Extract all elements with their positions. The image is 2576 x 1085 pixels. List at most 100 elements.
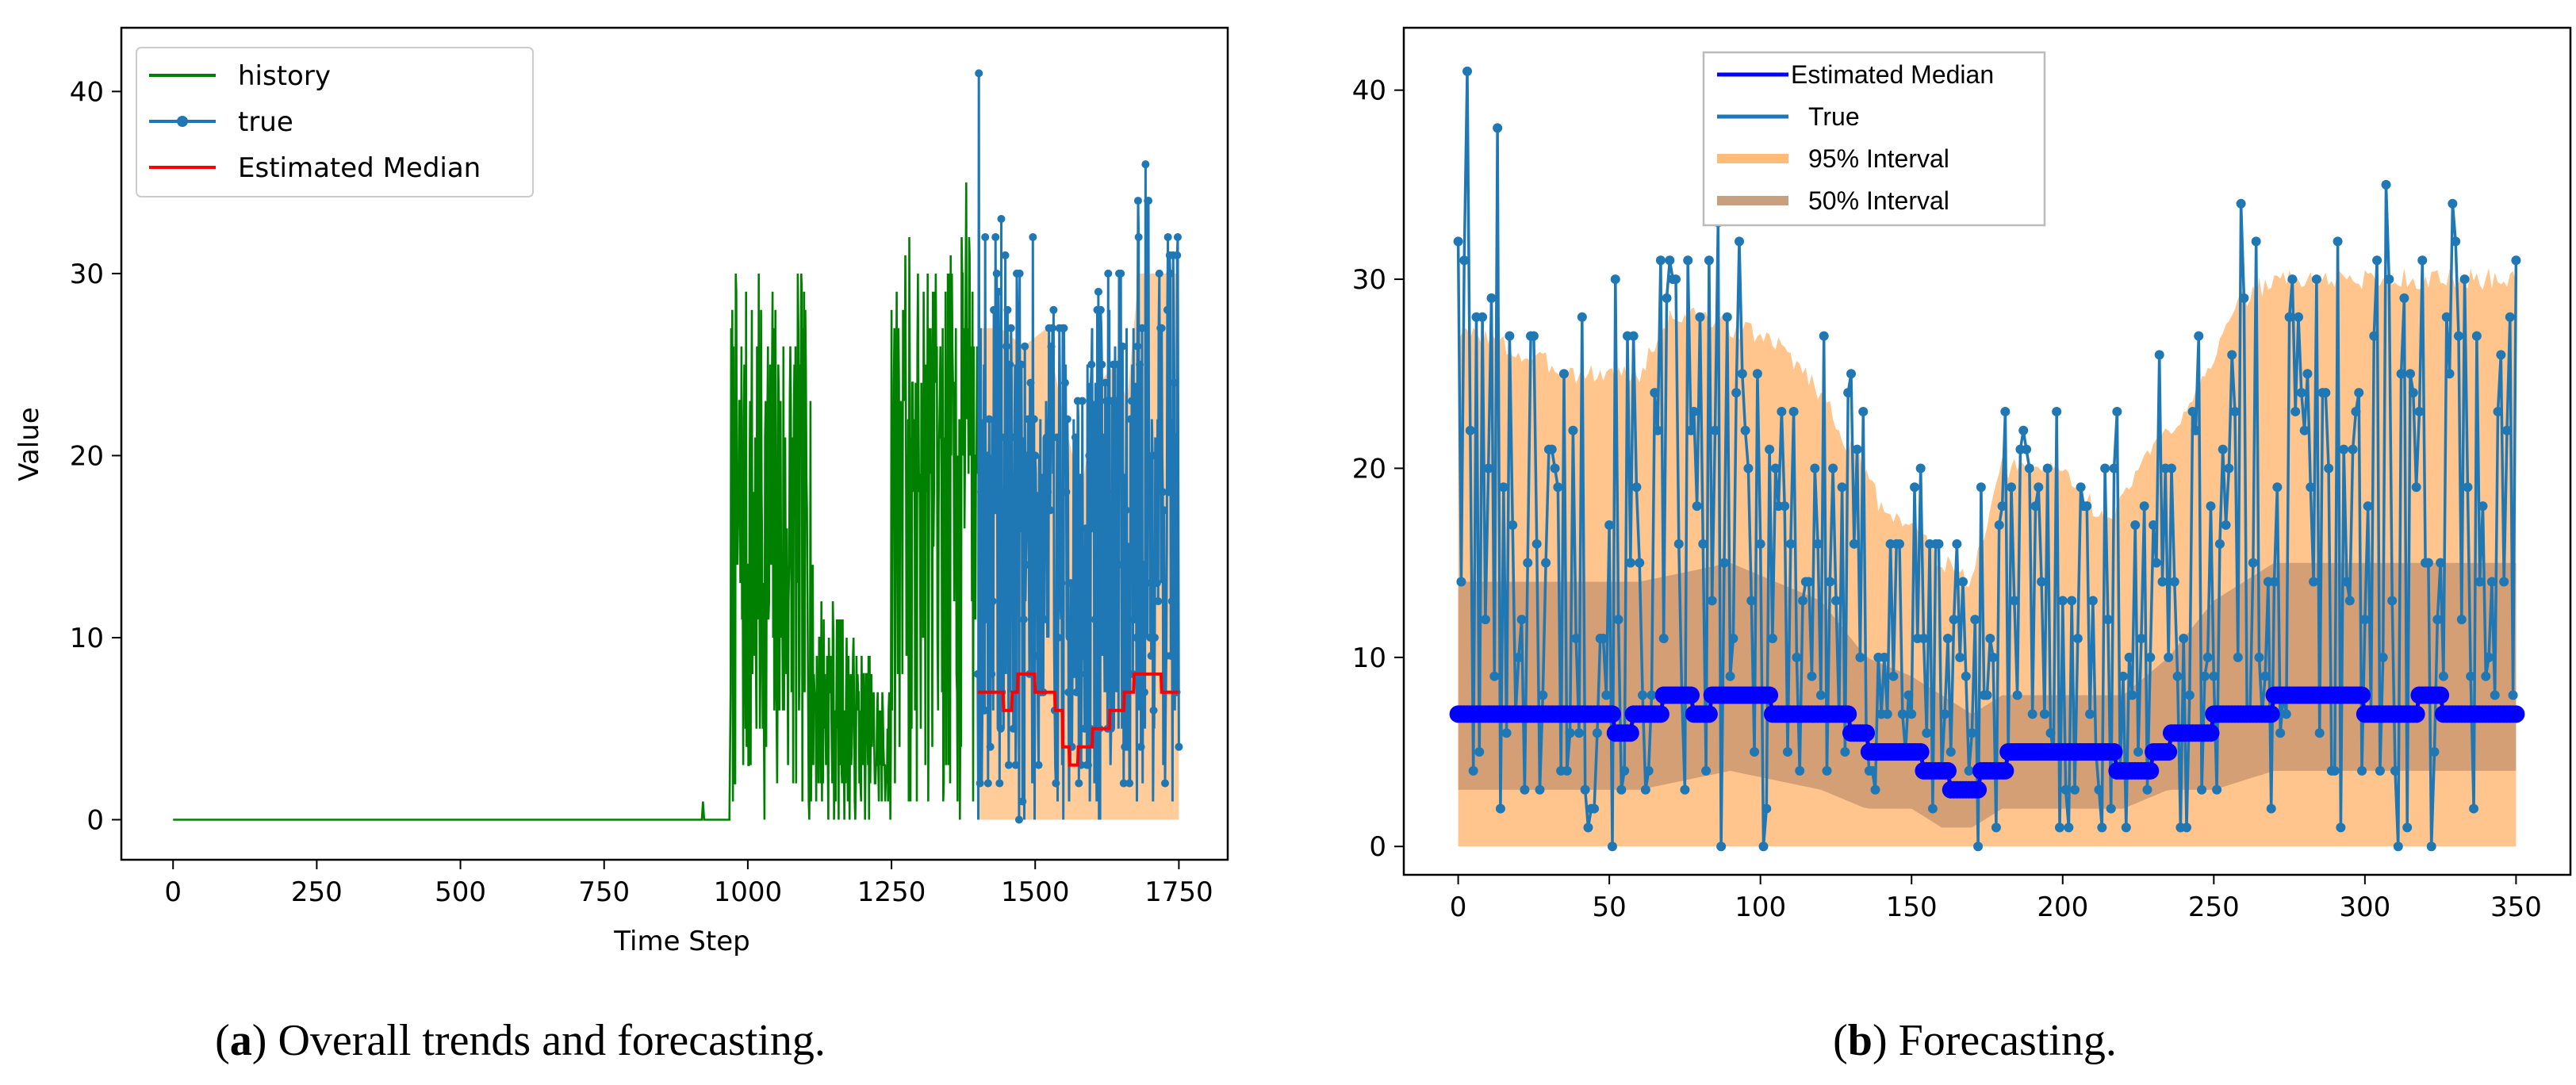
panel-b-true-point — [1613, 615, 1623, 625]
panel-b-true-point — [1583, 822, 1593, 833]
panel-a-true-point — [1063, 415, 1071, 424]
panel-b-true-point — [1780, 501, 1790, 512]
panel-b-true-point — [2260, 671, 2271, 681]
panel-a-true-point — [1132, 633, 1140, 642]
panel-b-true-point — [1897, 709, 1907, 719]
panel-b-true-point — [2490, 690, 2500, 700]
panel-b-true-point — [1710, 425, 1720, 435]
panel-b-true-point — [1616, 784, 1627, 795]
panel-a-true-point — [1136, 360, 1144, 369]
panel-a-true-point — [1140, 688, 1148, 696]
panel-b-true-point — [2082, 501, 2092, 512]
panel-b-true-point — [2463, 482, 2473, 493]
panel-b-true-point — [1867, 765, 1877, 776]
panel-b-true-point — [1547, 444, 1557, 454]
panel-b-true-point — [1746, 596, 1757, 606]
panel-a-true-point — [1052, 433, 1061, 442]
panel-a-legend-label: true — [238, 106, 293, 138]
panel-a-true-point — [1008, 542, 1017, 551]
panel-a-true-point — [1056, 597, 1065, 606]
panel-a-true-point — [1125, 779, 1134, 788]
panel-a-true-point — [1072, 688, 1081, 696]
panel-b-true-point — [2142, 784, 2152, 795]
panel-b-true-point — [2348, 444, 2358, 454]
panel-a-true-point — [1087, 360, 1096, 369]
panel-b-true-point — [2429, 747, 2440, 757]
panel-a-xtick-label: 1750 — [1144, 876, 1213, 908]
panel-b-true-point — [1967, 728, 1977, 738]
panel-b-true-point — [1740, 425, 1750, 435]
panel-b-true-point — [1903, 690, 1914, 700]
panel-a-true-point — [987, 669, 996, 678]
panel-b-true-point — [1520, 784, 1530, 795]
panel-b-true-point — [1607, 842, 1617, 852]
panel-a-true-point — [995, 779, 1004, 788]
panel-b-ytick-label: 40 — [1352, 75, 1386, 107]
panel-b-true-point — [2064, 822, 2074, 833]
panel-b-xtick-label: 50 — [1593, 891, 1627, 923]
panel-b-true-point — [2414, 406, 2425, 416]
panel-b-true-point — [2269, 577, 2279, 587]
panel-b-true-point — [1574, 728, 1585, 738]
panel-b-true-point — [2224, 463, 2234, 473]
panel-b-true-point — [2375, 765, 2385, 776]
panel-a-xtick-label: 250 — [291, 876, 343, 908]
panel-b-true-point — [2239, 293, 2249, 303]
caption-a: (a) Overall trends and forecasting. — [215, 1016, 826, 1065]
panel-a-true-point — [1070, 669, 1079, 678]
panel-b-true-point — [1601, 690, 1612, 700]
panel-a-true-point — [1071, 433, 1079, 442]
panel-b-true-point — [2438, 671, 2448, 681]
panel-b-median-point — [2507, 705, 2525, 723]
panel-b-true-point — [1828, 463, 1838, 473]
panel-b-median-point — [1911, 743, 1930, 761]
panel-a-true-point — [1006, 324, 1015, 332]
panel-b-true-point — [1673, 539, 1684, 549]
panel-a-true-point — [990, 305, 999, 314]
panel-b-true-point — [1640, 784, 1650, 795]
panel-b-true-point — [2034, 482, 2044, 493]
panel-a-legend-marker — [177, 116, 188, 127]
panel-b-true-point — [2339, 444, 2349, 454]
panel-b-true-point — [2179, 634, 2189, 644]
panel-b-true-point — [2405, 369, 2416, 379]
panel-b-legend-label: Estimated Median — [1791, 60, 1994, 89]
panel-b-true-point — [1568, 425, 1578, 435]
panel-b-median-point — [2432, 686, 2450, 704]
panel-a-true-point — [1078, 397, 1087, 405]
panel-b-true-point — [2456, 615, 2467, 625]
panel-b-xtick-label: 0 — [1450, 891, 1467, 923]
panel-a-true-point — [1037, 506, 1046, 515]
panel-a-true-point — [985, 415, 994, 424]
panel-b-true-point — [2227, 350, 2237, 360]
panel-b-xtick-label: 350 — [2490, 891, 2542, 923]
panel-a-true-point — [1062, 488, 1071, 496]
panel-a-true-point — [1046, 506, 1055, 515]
panel-a-true-point — [1106, 669, 1114, 678]
panel-a-true-point — [1098, 433, 1107, 442]
panel-b-true-point — [2501, 425, 2512, 435]
panel-b-true-point — [2169, 577, 2179, 587]
panel-b-true-point — [1643, 765, 1654, 776]
panel-b-true-point — [1767, 634, 1777, 644]
panel-b-true-point — [2130, 519, 2141, 530]
panel-b-true-point — [2333, 236, 2343, 247]
panel-b-true-point — [2296, 388, 2306, 398]
panel-b-true-point — [2206, 501, 2216, 512]
panel-a-true-point — [1137, 742, 1145, 751]
panel-b-true-point — [1888, 671, 1899, 681]
panel-b-true-point — [2302, 369, 2313, 379]
panel-b-true-point — [1830, 596, 1841, 606]
panel-b-true-point — [1815, 690, 1826, 700]
panel-b-true-point — [1825, 577, 1835, 587]
panel-b-true-point — [2037, 577, 2047, 587]
panel-b-true-point — [1453, 236, 1463, 247]
panel-b-true-point — [1535, 784, 1545, 795]
panel-a-true-point — [1069, 633, 1078, 642]
panel-b-true-point — [1728, 634, 1738, 644]
panel-a-true-point — [976, 779, 984, 788]
panel-b-true-point — [2423, 558, 2433, 568]
panel-b-true-point — [1589, 803, 1600, 814]
panel-a-true-point — [1131, 542, 1140, 551]
panel-a-true-point — [1041, 524, 1050, 533]
